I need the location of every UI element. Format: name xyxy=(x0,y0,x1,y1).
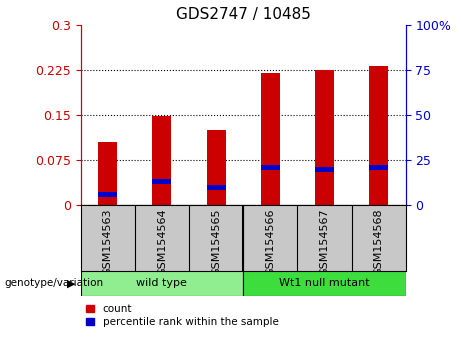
Text: ▶: ▶ xyxy=(67,278,76,288)
Bar xyxy=(369,165,388,170)
Bar xyxy=(207,185,225,190)
Bar xyxy=(153,116,171,205)
Text: GSM154565: GSM154565 xyxy=(211,209,221,276)
Bar xyxy=(98,142,117,205)
Text: genotype/variation: genotype/variation xyxy=(5,278,104,288)
Bar xyxy=(98,192,117,197)
Bar xyxy=(153,179,171,184)
Text: GSM154564: GSM154564 xyxy=(157,209,167,276)
Bar xyxy=(207,130,225,205)
Text: GSM154563: GSM154563 xyxy=(103,209,113,276)
Bar xyxy=(81,271,243,296)
Bar xyxy=(315,167,334,172)
Text: wild type: wild type xyxy=(136,278,187,288)
Legend: count, percentile rank within the sample: count, percentile rank within the sample xyxy=(86,304,278,327)
Text: GSM154566: GSM154566 xyxy=(265,209,275,276)
Bar xyxy=(315,70,334,205)
Bar xyxy=(261,73,280,205)
Text: Wt1 null mutant: Wt1 null mutant xyxy=(279,278,370,288)
Bar xyxy=(369,66,388,205)
Bar xyxy=(261,165,280,170)
Bar xyxy=(243,271,406,296)
Title: GDS2747 / 10485: GDS2747 / 10485 xyxy=(176,7,311,22)
Text: GSM154567: GSM154567 xyxy=(319,209,330,276)
Text: GSM154568: GSM154568 xyxy=(373,209,384,276)
